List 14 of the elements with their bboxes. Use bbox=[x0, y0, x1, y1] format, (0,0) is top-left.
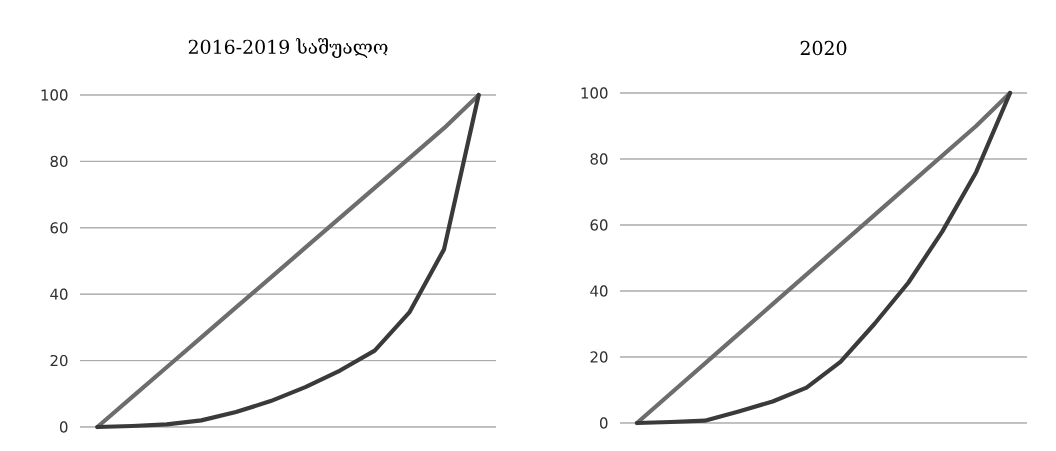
y-tick-label: 100 bbox=[581, 87, 608, 99]
y-tick-label: 20 bbox=[50, 354, 68, 367]
y-tick-label: 0 bbox=[599, 417, 608, 429]
y-tick-label: 80 bbox=[50, 155, 68, 168]
y-tick-label: 20 bbox=[590, 351, 608, 363]
y-tick-label: 60 bbox=[50, 222, 68, 234]
y-tick-label: 60 bbox=[590, 219, 608, 231]
y-tick-label: 0 bbox=[59, 421, 68, 433]
chart-title: 2016-2019 საშუალო bbox=[188, 38, 388, 58]
y-tick-label: 40 bbox=[50, 288, 68, 300]
y-tick-label: 80 bbox=[590, 153, 608, 165]
y-tick-label: 40 bbox=[590, 285, 608, 297]
y-tick-label: 100 bbox=[41, 89, 68, 101]
chart-title: 2020 bbox=[800, 40, 847, 56]
